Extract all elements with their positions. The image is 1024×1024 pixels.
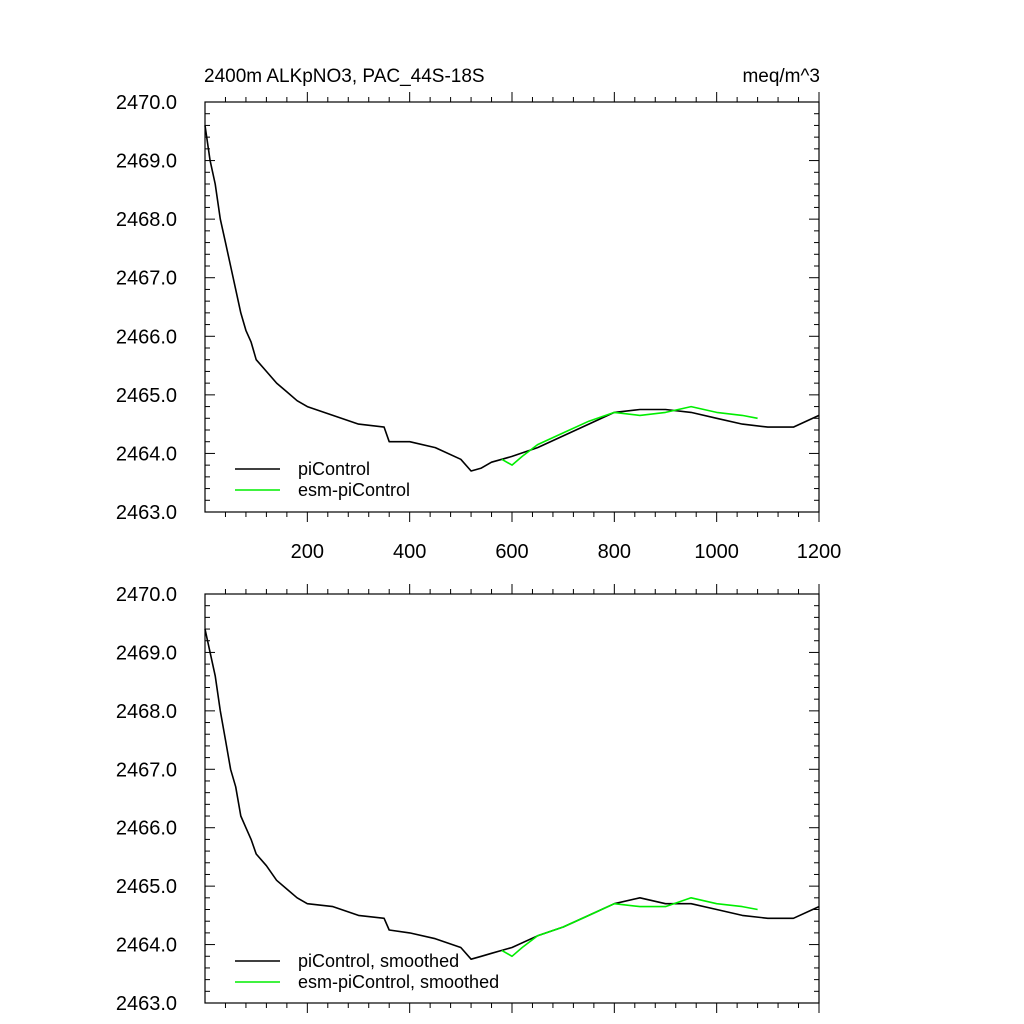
legend-label-esm-picontrol-smoothed: esm-piControl, smoothed: [298, 972, 499, 992]
series-line-esm-picontrol-smoothed: [501, 896, 758, 958]
x-tick-label: 800: [598, 541, 631, 563]
y-tick-label: 2467.0: [116, 759, 177, 781]
y-tick-label: 2469.0: [116, 642, 177, 664]
x-tick-label: 1200: [797, 541, 842, 563]
plot-frame-top: [204, 101, 820, 513]
x-tick-label: 1000: [694, 541, 739, 563]
chart-title-left: 2400m ALKpNO3, PAC_44S-18S: [204, 66, 485, 87]
x-ticks-bottom: [224, 584, 820, 1013]
x-tick-label: 400: [393, 541, 426, 563]
y-ticks-bottom: 2463.0 2464.0 2465.0 2466.0 2467.0 2468.0 2469…: [116, 584, 819, 1015]
series-line-picontrol-smoothed: [204, 628, 820, 961]
panel-bottom: 2463.0 2464.0 2465.0 2466.0 2467.0 2468.0 2469…: [116, 584, 820, 1015]
y-tick-label: 2470.0: [116, 92, 177, 114]
y-tick-label: 2463.0: [116, 502, 177, 524]
y-tick-label: 2463.0: [116, 993, 177, 1015]
y-tick-label: 2470.0: [116, 584, 177, 606]
y-tick-label: 2466.0: [116, 326, 177, 348]
y-tick-label: 2465.0: [116, 876, 177, 898]
chart-units-label: meq/m^3: [742, 66, 820, 87]
legend-label-picontrol-smoothed: piControl, smoothed: [298, 951, 459, 971]
y-tick-label: 2465.0: [116, 385, 177, 407]
plot-frame-bottom: [204, 593, 820, 1004]
x-tick-label: 600: [495, 541, 528, 563]
x-ticks-top: 200 400 600 800 1000 1200: [224, 92, 842, 563]
panel-top: 2400m ALKpNO3, PAC_44S-18S meq/m^3 2463.…: [116, 66, 841, 563]
series-group-bottom: [204, 628, 820, 961]
y-tick-label: 2467.0: [116, 268, 177, 290]
y-tick-label: 2468.0: [116, 701, 177, 723]
y-ticks-top: 2463.0 2464.0 2465.0 2466.0 2467.0 2468.0 2469…: [116, 92, 819, 524]
x-tick-label: 200: [291, 541, 324, 563]
series-line-esm-picontrol: [501, 405, 758, 466]
y-tick-label: 2466.0: [116, 818, 177, 840]
y-tick-label: 2469.0: [116, 151, 177, 173]
series-line-picontrol: [204, 125, 820, 472]
y-tick-label: 2464.0: [116, 443, 177, 465]
y-tick-label: 2468.0: [116, 209, 177, 231]
series-group-top: [204, 125, 820, 472]
legend-label-esm-picontrol: esm-piControl: [298, 480, 410, 500]
legend-label-picontrol: piControl: [298, 459, 370, 479]
legend-top: piControl esm-piControl: [235, 459, 410, 500]
legend-bottom: piControl, smoothed esm-piControl, smoot…: [235, 951, 499, 992]
y-tick-label: 2464.0: [116, 935, 177, 957]
